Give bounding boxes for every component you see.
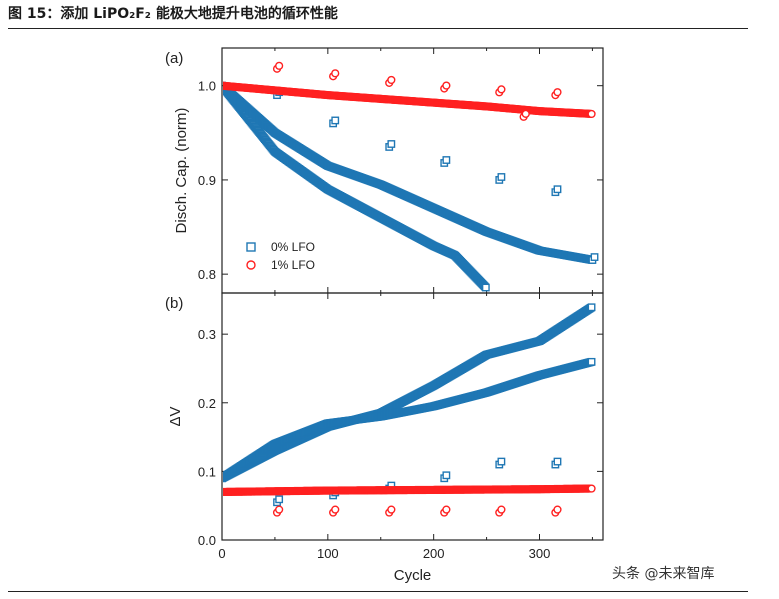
legend-marker-0-lfo bbox=[246, 242, 256, 252]
figure-title: 图 15：添加 LiPO₂F₂ 能极大地提升电池的循环性能 bbox=[8, 6, 338, 22]
data-layer bbox=[223, 61, 599, 292]
data-point bbox=[497, 457, 506, 466]
data-point bbox=[521, 109, 530, 118]
data-point bbox=[387, 505, 396, 514]
x-tick-label: 0 bbox=[218, 546, 225, 561]
series-0-lfo-1 bbox=[223, 357, 596, 483]
data-point bbox=[587, 109, 596, 119]
y-axis-label: ΔV bbox=[167, 406, 184, 426]
series-1-lfo-3 bbox=[223, 484, 596, 497]
panel-label: (b) bbox=[165, 295, 183, 312]
data-point bbox=[442, 156, 451, 164]
data-point bbox=[331, 116, 340, 125]
data-point bbox=[590, 253, 599, 261]
data-point bbox=[387, 140, 396, 148]
y-axis-label: Disch. Cap. (norm) bbox=[173, 108, 190, 234]
series-0-lfo-0 bbox=[223, 303, 596, 483]
data-point bbox=[442, 81, 451, 90]
data-point bbox=[442, 505, 451, 514]
data-point bbox=[587, 303, 596, 312]
data-point bbox=[553, 185, 562, 194]
y-tick-label: 0.9 bbox=[198, 173, 216, 188]
legend-marker-1-lfo bbox=[246, 260, 256, 270]
series-1-lfo-4 bbox=[272, 505, 562, 517]
bottom-rule bbox=[8, 591, 748, 592]
data-point bbox=[587, 357, 596, 366]
data-point bbox=[553, 88, 562, 97]
y-tick-label: 1.0 bbox=[198, 79, 216, 94]
data-point bbox=[481, 283, 490, 292]
series-0-lfo-1 bbox=[223, 81, 596, 264]
y-tick-label: 0.1 bbox=[198, 464, 216, 479]
series-0-lfo-2 bbox=[273, 457, 562, 507]
data-point bbox=[497, 85, 506, 94]
x-tick-label: 200 bbox=[423, 546, 445, 561]
data-point bbox=[553, 457, 562, 466]
data-point bbox=[497, 505, 506, 514]
data-point bbox=[553, 505, 562, 514]
data-layer bbox=[223, 303, 596, 517]
data-point bbox=[331, 69, 340, 78]
data-point bbox=[497, 173, 506, 181]
series-1-lfo-4 bbox=[272, 61, 562, 121]
series-1-lfo-3 bbox=[223, 81, 596, 119]
x-tick-label: 300 bbox=[529, 546, 551, 561]
data-point bbox=[587, 484, 596, 493]
series-0-lfo-0 bbox=[223, 81, 490, 292]
panel-b: 0 100 200 300 0.0 0.1 0.2 0.3 ΔV (b) Cycle bbox=[165, 292, 604, 584]
data-point bbox=[275, 61, 284, 70]
panel-a: 0.8 0.9 1.0 Disch. Cap. (norm) (a) 0% LFO 1% L… bbox=[165, 47, 604, 294]
data-point bbox=[275, 495, 284, 504]
data-point bbox=[387, 75, 396, 85]
legend-label: 0% LFO bbox=[271, 240, 315, 254]
data-point bbox=[331, 505, 340, 514]
x-axis-label: Cycle bbox=[394, 567, 432, 584]
panel-label: (a) bbox=[165, 50, 183, 67]
watermark: 头条 @未来智库 bbox=[612, 566, 715, 582]
data-point bbox=[275, 505, 284, 514]
y-tick-label: 0.0 bbox=[198, 533, 216, 548]
y-tick-label: 0.8 bbox=[198, 267, 216, 282]
legend: 0% LFO 1% LFO bbox=[246, 240, 315, 272]
x-tick-label: 100 bbox=[317, 546, 339, 561]
y-tick-label: 0.3 bbox=[198, 327, 216, 342]
legend-label: 1% LFO bbox=[271, 258, 315, 272]
plot-frame-b bbox=[221, 292, 604, 541]
data-point bbox=[442, 471, 451, 480]
top-rule bbox=[8, 28, 748, 29]
y-tick-label: 0.2 bbox=[198, 396, 216, 411]
